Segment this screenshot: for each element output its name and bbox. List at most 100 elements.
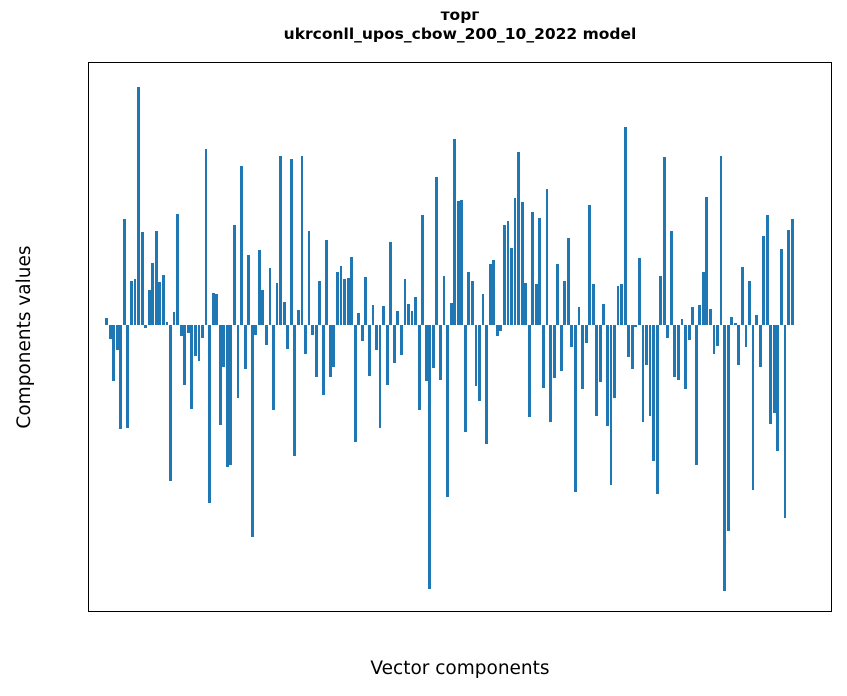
bar	[165, 321, 169, 326]
bar	[502, 224, 506, 326]
bar	[222, 325, 226, 368]
bar	[151, 263, 155, 326]
bar	[314, 325, 318, 378]
bar	[264, 325, 268, 345]
bar	[637, 258, 641, 326]
plot-area: 6420−2−4−6 0255075100125150175200	[88, 62, 832, 612]
chart-title-line-1: торг	[440, 6, 480, 24]
bar	[321, 325, 325, 396]
bar	[577, 307, 581, 326]
bar	[758, 325, 762, 367]
bar	[353, 325, 357, 443]
bar	[474, 325, 478, 387]
bar	[694, 325, 698, 466]
y-axis-label: Components values	[14, 245, 35, 429]
plot-inner: 6420−2−4−6 0255075100125150175200	[89, 63, 831, 611]
bar	[513, 198, 517, 326]
bar	[769, 325, 773, 424]
bar	[137, 86, 140, 326]
bar	[772, 325, 776, 413]
bar	[343, 279, 346, 326]
bar	[630, 325, 634, 369]
bar	[296, 310, 300, 326]
bar	[197, 325, 201, 361]
bar	[598, 325, 602, 383]
y-tick-mark	[88, 404, 89, 405]
bar	[183, 325, 187, 386]
bar	[144, 325, 148, 328]
bar	[169, 325, 172, 481]
bar	[268, 268, 272, 326]
bar	[360, 325, 364, 341]
bar	[407, 303, 410, 326]
bar	[677, 325, 680, 381]
bar	[332, 325, 336, 367]
bar-series	[89, 63, 831, 611]
y-tick-mark	[88, 562, 89, 563]
bar	[730, 317, 734, 326]
bar	[328, 325, 332, 378]
bar	[609, 325, 613, 485]
bar	[453, 138, 457, 326]
chart-title-line-2: ukrconll_upos_cbow_200_10_2022 model	[283, 24, 637, 43]
bar	[378, 325, 382, 428]
x-tick-mark	[284, 611, 285, 612]
bar	[616, 285, 620, 326]
bar	[339, 266, 343, 326]
bar	[382, 306, 386, 326]
bar	[346, 277, 350, 326]
bar	[392, 325, 396, 363]
bar	[520, 202, 524, 326]
bar	[478, 325, 481, 402]
bar	[602, 304, 606, 326]
bar	[723, 325, 727, 592]
bar	[669, 230, 673, 326]
bar	[584, 325, 588, 343]
bar	[655, 325, 659, 494]
bar	[108, 325, 112, 339]
bar	[307, 230, 311, 326]
bar	[140, 231, 144, 326]
bar	[645, 325, 648, 366]
bar	[780, 249, 783, 326]
bar	[552, 325, 556, 379]
bar	[591, 283, 595, 326]
bar	[193, 325, 197, 356]
bar	[506, 220, 510, 326]
bar	[403, 279, 407, 326]
y-tick-mark	[88, 325, 89, 326]
bar	[652, 325, 655, 462]
bar	[740, 266, 744, 326]
bar	[787, 229, 790, 326]
bar	[765, 214, 769, 326]
bar	[790, 218, 794, 326]
bar	[229, 325, 233, 466]
bar	[208, 325, 211, 504]
bar	[186, 325, 190, 334]
bar	[236, 325, 240, 399]
x-axis-label: Vector components	[370, 658, 550, 679]
bar	[691, 307, 695, 326]
bar	[112, 325, 116, 382]
bar	[613, 325, 616, 399]
bar	[364, 276, 368, 326]
bar	[421, 214, 425, 326]
bar	[225, 325, 229, 468]
bar	[289, 158, 293, 326]
bar	[286, 325, 290, 349]
bar	[119, 325, 123, 429]
bar	[751, 325, 755, 490]
bar	[726, 325, 730, 531]
bar	[701, 271, 705, 326]
bar	[673, 325, 677, 378]
bar	[215, 294, 219, 326]
bar	[211, 292, 215, 326]
bar	[247, 254, 251, 326]
bar	[431, 325, 435, 368]
bar	[527, 325, 531, 418]
bar	[634, 325, 638, 328]
bar	[439, 325, 442, 381]
bar	[641, 325, 645, 422]
bar	[463, 325, 467, 432]
bar	[581, 325, 584, 390]
